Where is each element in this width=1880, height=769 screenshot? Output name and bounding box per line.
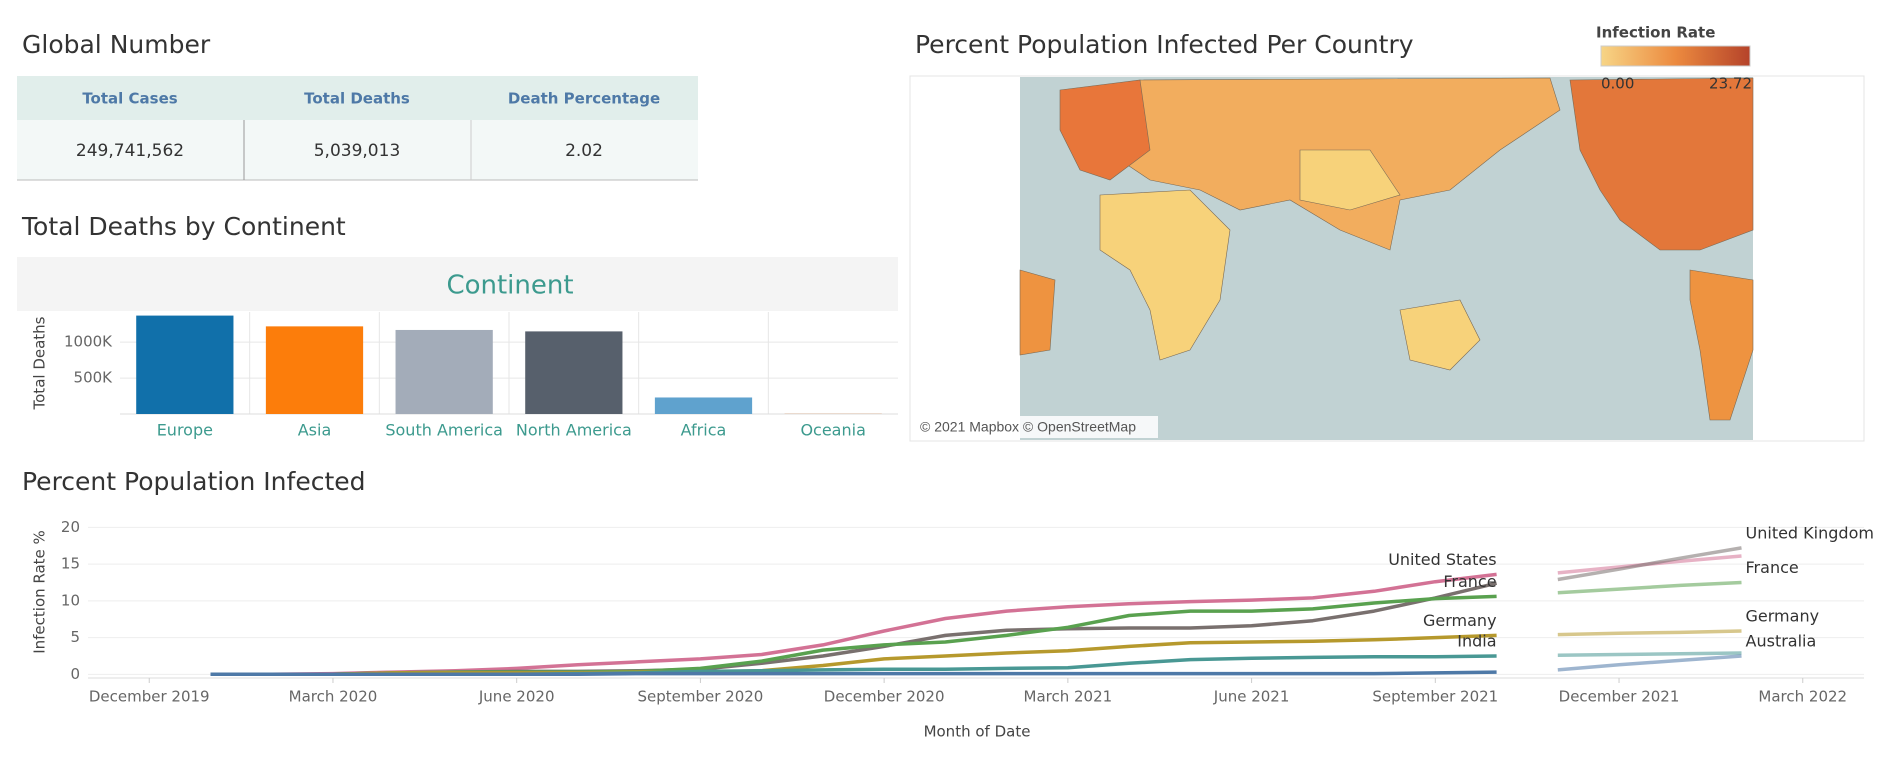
map [1019, 77, 1754, 440]
series-line [210, 670, 1497, 677]
x-tick-label: September 2021 [1372, 688, 1498, 706]
attribution-bg [916, 416, 1158, 438]
series-label: Germany [1423, 611, 1497, 630]
africa [1099, 189, 1231, 361]
y-tick-label: 15 [61, 555, 80, 573]
x-axis-label: Month of Date [924, 723, 1031, 741]
x-tick-label: December 2020 [824, 688, 945, 706]
legend-max: 23.72 [1709, 75, 1752, 93]
table-header-bg [17, 76, 698, 120]
table-row-bg [17, 120, 698, 180]
legend-title: Infection Rate [1596, 24, 1715, 42]
bar [395, 329, 493, 414]
series-label: India [1457, 631, 1496, 650]
x-tick-label: September 2020 [637, 688, 763, 706]
y-axis-label: Infection Rate % [31, 530, 49, 654]
europe [1059, 79, 1151, 181]
y-axis-label: Total Deaths [31, 316, 49, 410]
forecast-line [1557, 651, 1742, 657]
series-label: France [1746, 558, 1799, 577]
x-tick-label: March 2020 [289, 688, 378, 706]
chart-title: Percent Population Infected [22, 467, 366, 496]
series-label: United Kingdom [1746, 523, 1874, 542]
south-america [1689, 269, 1754, 421]
table-header: Total Cases [82, 90, 177, 108]
table-cell: 249,741,562 [76, 141, 184, 161]
legend-gradient [1600, 45, 1751, 67]
x-tick-label: Europe [157, 421, 213, 440]
y-tick-label: 0 [70, 665, 80, 683]
series-label: United States [1388, 550, 1496, 569]
x-tick-label: North America [516, 421, 632, 440]
x-tick-label: Oceania [800, 421, 865, 440]
australia [1399, 299, 1481, 371]
x-tick-label: March 2022 [1758, 688, 1847, 706]
x-tick-label: March 2021 [1024, 688, 1113, 706]
china [1299, 149, 1401, 211]
series-label: France [1443, 572, 1496, 591]
y-tick-label: 1000K [64, 333, 113, 351]
x-tick-label: December 2019 [89, 688, 210, 706]
table-header: Total Deaths [304, 90, 410, 108]
forecast-line [1557, 654, 1742, 672]
header-band [17, 257, 898, 311]
x-tick-label: South America [385, 421, 503, 440]
map-attribution: © 2021 Mapbox © OpenStreetMap [920, 419, 1136, 435]
x-tick-label: Asia [298, 421, 332, 440]
series-line [210, 572, 1497, 677]
x-tick-label: December 2021 [1559, 688, 1680, 706]
bar [654, 397, 753, 414]
y-tick-label: 20 [61, 518, 80, 536]
y-tick-label: 500K [74, 369, 114, 387]
x-tick-label: June 2020 [478, 688, 555, 706]
bar [136, 315, 234, 414]
y-tick-label: 5 [70, 628, 80, 646]
x-tick-label: June 2021 [1213, 688, 1290, 706]
bar [525, 331, 623, 414]
series-label: Australia [1746, 631, 1817, 650]
column-header: Continent [446, 271, 573, 301]
forecast-line [1557, 580, 1742, 595]
x-tick-label: Africa [681, 421, 727, 440]
series-label: Germany [1746, 606, 1820, 625]
forecast-line [1557, 629, 1742, 637]
bar [265, 326, 364, 414]
table-header: Death Percentage [508, 90, 660, 108]
y-tick-label: 10 [61, 591, 80, 609]
north-america [1569, 77, 1754, 251]
table-cell: 5,039,013 [314, 141, 401, 161]
forecast-line [1557, 546, 1742, 582]
chart-title: Total Deaths by Continent [21, 212, 346, 241]
table-cell: 2.02 [565, 141, 603, 161]
table-title: Global Number [22, 30, 211, 59]
map-title: Percent Population Infected Per Country [915, 30, 1414, 59]
south-america-west [1019, 269, 1056, 356]
legend-min: 0.00 [1601, 75, 1634, 93]
